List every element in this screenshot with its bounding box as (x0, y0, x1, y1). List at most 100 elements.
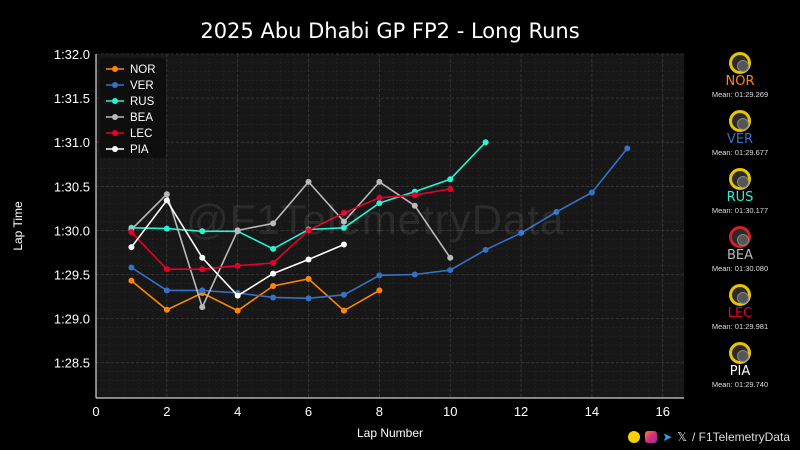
legend-marker (112, 114, 118, 120)
data-point-bea (234, 227, 241, 234)
data-point-nor (128, 277, 135, 284)
x-tick-label: 6 (305, 404, 312, 419)
driver-code: VER (726, 132, 754, 147)
data-point-lec (234, 262, 241, 269)
y-axis-label: Lap Time (11, 201, 25, 251)
data-point-lec (340, 209, 347, 216)
data-point-ver (482, 246, 489, 253)
series-lec (128, 185, 454, 273)
chart-title: 2025 Abu Dhabi GP FP2 - Long Runs (200, 19, 579, 43)
data-point-bea (447, 254, 454, 261)
y-tick-label: 1:30.0 (54, 223, 90, 238)
data-point-pia (340, 241, 347, 248)
data-point-rus (482, 139, 489, 146)
legend-label-nor: NOR (130, 64, 156, 76)
x-tick-label: 10 (443, 404, 457, 419)
driver-mean: Mean: 01:30.177 (711, 206, 769, 215)
legend-label-rus: RUS (130, 96, 155, 108)
data-point-rus (340, 224, 347, 231)
driver-card-rus: RUS Mean: 01:30.177 (700, 168, 780, 226)
legend-marker (112, 146, 118, 152)
legend-marker (112, 82, 118, 88)
series-bea (128, 178, 454, 311)
series-layer (128, 139, 631, 314)
y-tick-label: 1:30.5 (54, 179, 90, 194)
tyre-icon (729, 52, 751, 74)
y-tick-label: 1:29.0 (54, 312, 90, 327)
tyre-icon (729, 226, 751, 248)
instagram-icon[interactable] (645, 431, 658, 443)
data-point-pia (128, 244, 135, 251)
x-tick-label: 4 (234, 404, 241, 419)
x-tick-label: 12 (514, 404, 528, 419)
driver-card-lec: LEC Mean: 01:29.981 (700, 284, 780, 342)
data-point-ver (163, 287, 170, 294)
data-point-nor (234, 307, 241, 314)
data-point-ver (588, 189, 595, 196)
driver-mean: Mean: 01:30.080 (711, 264, 769, 273)
data-point-pia (270, 270, 277, 277)
y-tick-label: 1:32.0 (54, 47, 90, 62)
driver-mean: Mean: 01:29.677 (711, 148, 769, 157)
data-point-bea (411, 202, 418, 209)
legend-label-ver: VER (130, 80, 154, 92)
tyre-icon (729, 110, 751, 132)
data-point-ver (270, 294, 277, 301)
footer: ➤ 𝕏 / F1TelemetryData (628, 430, 790, 444)
data-point-rus (270, 245, 277, 252)
data-point-ver (624, 145, 631, 152)
data-point-rus (163, 225, 170, 232)
y-tick-label: 1:31.5 (54, 91, 90, 106)
x-tick-label: 14 (585, 404, 599, 419)
footer-handle[interactable]: / F1TelemetryData (691, 430, 790, 444)
data-point-ver (199, 287, 206, 294)
data-point-lec (163, 266, 170, 273)
data-point-bea (163, 191, 170, 198)
driver-code: BEA (726, 248, 754, 263)
tyre-icon (729, 284, 751, 306)
data-point-pia (234, 292, 241, 299)
x-icon[interactable]: 𝕏 (677, 430, 687, 444)
series-pia (128, 197, 347, 299)
telegram-icon[interactable]: ➤ (662, 430, 673, 444)
driver-code: PIA (729, 364, 751, 379)
driver-card-bea: BEA Mean: 01:30.080 (700, 226, 780, 284)
y-tick-label: 1:29.5 (54, 268, 90, 283)
x-tick-label: 16 (656, 404, 670, 419)
driver-mean: Mean: 01:29.269 (711, 90, 769, 99)
data-point-ver (128, 264, 135, 271)
x-axis-label: Lap Number (357, 426, 423, 440)
data-point-pia (163, 197, 170, 204)
data-point-ver (305, 295, 312, 302)
series-line-nor (130, 278, 380, 312)
data-point-pia (199, 254, 206, 261)
data-point-nor (163, 306, 170, 313)
driver-mean-panel: NOR Mean: 01:29.269 VER Mean: 01:29.677 RUS M… (700, 52, 780, 400)
data-point-bea (305, 178, 312, 185)
series-ver (128, 145, 631, 302)
data-point-bea (376, 178, 383, 185)
data-point-nor (340, 307, 347, 314)
x-tick-label: 8 (376, 404, 383, 419)
data-point-ver (411, 271, 418, 278)
data-point-bea (340, 218, 347, 225)
data-point-ver (553, 208, 560, 215)
data-point-rus (199, 228, 206, 235)
series-line-lec (130, 188, 451, 271)
driver-card-ver: VER Mean: 01:29.677 (700, 110, 780, 168)
data-point-nor (376, 287, 383, 294)
legend-marker (112, 130, 118, 136)
data-point-rus (376, 200, 383, 207)
tyre-icon (729, 342, 751, 364)
driver-code: NOR (725, 74, 755, 89)
snapchat-icon[interactable] (628, 431, 641, 443)
data-point-lec (411, 192, 418, 199)
data-point-ver (340, 291, 347, 298)
driver-card-pia: PIA Mean: 01:29.740 (700, 342, 780, 400)
legend-label-lec: LEC (130, 128, 152, 140)
legend-marker (112, 66, 118, 72)
y-tick-label: 1:31.0 (54, 135, 90, 150)
legend: NOR VER RUS BEA LEC PIA (100, 58, 166, 158)
axes: 1:28.5 1:29.0 1:29.5 1:30.0 1:30.5 1:31.0 1:31… (54, 47, 684, 419)
x-tick-label: 0 (92, 404, 99, 419)
